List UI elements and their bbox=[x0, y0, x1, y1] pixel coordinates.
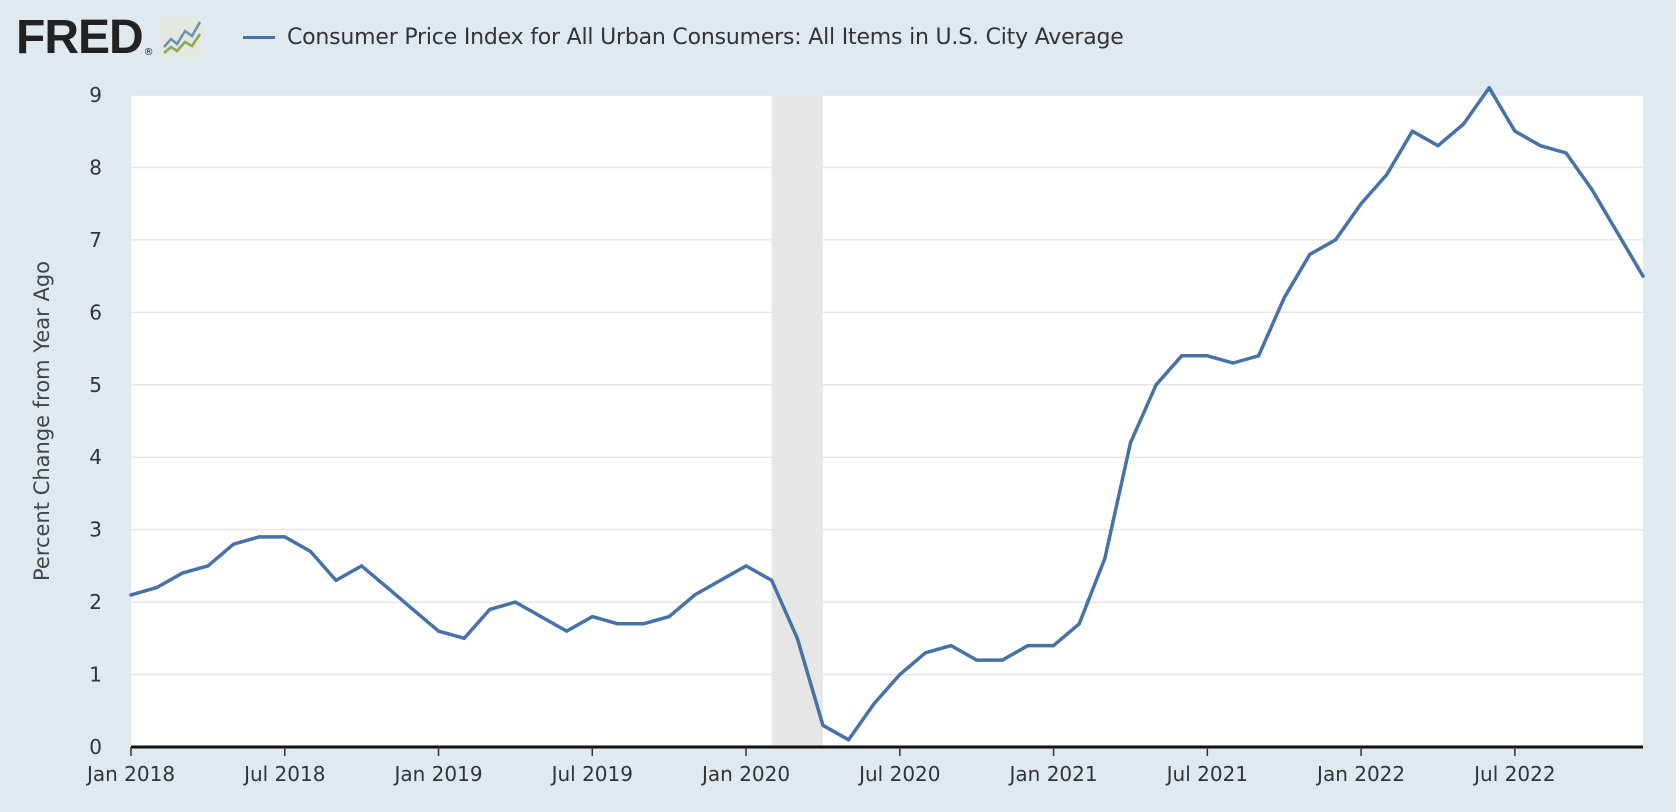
data-point-2018-09 bbox=[334, 578, 338, 582]
data-point-2018-01 bbox=[129, 593, 133, 597]
x-tick-label-5: Jul 2020 bbox=[857, 762, 940, 786]
data-point-2020-03 bbox=[795, 636, 799, 640]
x-tick-label-7: Jul 2021 bbox=[1165, 762, 1248, 786]
data-point-2019-03 bbox=[488, 607, 492, 611]
legend-series-swatch bbox=[243, 35, 275, 39]
data-point-2019-08 bbox=[616, 622, 620, 626]
data-point-2022-02 bbox=[1385, 173, 1389, 177]
fred-chart-logo-icon[interactable] bbox=[159, 17, 204, 59]
data-point-2018-10 bbox=[360, 564, 364, 568]
y-tick-label-8: 8 bbox=[89, 155, 102, 179]
data-point-2022-10 bbox=[1590, 187, 1594, 191]
data-point-2019-04 bbox=[513, 600, 518, 604]
data-point-2022-12 bbox=[1641, 274, 1645, 278]
data-point-2020-12 bbox=[1026, 643, 1030, 648]
data-point-2021-01 bbox=[1051, 643, 1056, 648]
data-point-2022-08 bbox=[1538, 144, 1543, 148]
y-axis-title: Percent Change from Year Ago bbox=[30, 261, 54, 581]
data-point-2019-06 bbox=[565, 629, 569, 633]
x-tick-label-9: Jul 2022 bbox=[1472, 762, 1555, 786]
data-point-2021-04 bbox=[1128, 441, 1133, 445]
data-point-2018-07 bbox=[283, 535, 287, 539]
data-point-2021-06 bbox=[1180, 354, 1184, 358]
fred-header: FRED ® bbox=[16, 12, 204, 64]
data-point-2020-09 bbox=[949, 643, 953, 648]
data-point-2020-11 bbox=[1000, 658, 1004, 662]
data-point-2020-04 bbox=[821, 723, 825, 727]
data-point-2019-10 bbox=[667, 615, 671, 619]
data-point-2018-06 bbox=[257, 535, 261, 539]
data-point-2020-07 bbox=[898, 672, 902, 677]
data-point-2019-05 bbox=[539, 615, 543, 619]
data-point-2020-10 bbox=[975, 658, 979, 662]
y-tick-label-3: 3 bbox=[89, 518, 102, 542]
y-tick-label-6: 6 bbox=[89, 300, 102, 324]
x-tick-label-3: Jul 2019 bbox=[550, 762, 633, 786]
data-point-2018-05 bbox=[231, 542, 236, 546]
data-point-2021-09 bbox=[1256, 354, 1261, 358]
chart-legend: Consumer Price Index for All Urban Consu… bbox=[243, 20, 1124, 54]
data-point-2021-10 bbox=[1282, 296, 1286, 300]
data-point-2021-11 bbox=[1308, 252, 1312, 256]
data-point-2020-02 bbox=[770, 578, 774, 582]
data-point-2020-01 bbox=[744, 564, 748, 568]
y-tick-label-0: 0 bbox=[89, 735, 102, 759]
data-point-2018-02 bbox=[155, 586, 159, 590]
data-point-2019-07 bbox=[590, 615, 594, 619]
data-point-2019-12 bbox=[718, 578, 723, 582]
y-tick-label-5: 5 bbox=[89, 373, 102, 397]
data-point-2019-09 bbox=[641, 622, 646, 626]
recession-band bbox=[771, 95, 823, 747]
x-tick-label-8: Jan 2022 bbox=[1315, 762, 1405, 786]
data-point-2018-11 bbox=[385, 586, 389, 590]
data-point-2021-12 bbox=[1333, 238, 1338, 242]
data-point-2018-04 bbox=[206, 564, 210, 568]
registered-mark: ® bbox=[143, 47, 154, 58]
data-point-2022-07 bbox=[1513, 129, 1517, 133]
data-point-2022-04 bbox=[1436, 144, 1440, 148]
plot-area bbox=[131, 95, 1643, 747]
data-point-2018-08 bbox=[308, 549, 312, 554]
data-point-2018-12 bbox=[411, 607, 415, 611]
x-tick-label-4: Jan 2020 bbox=[700, 762, 790, 786]
data-point-2022-05 bbox=[1462, 122, 1466, 126]
y-tick-label-1: 1 bbox=[89, 663, 102, 687]
data-point-2021-02 bbox=[1077, 622, 1081, 626]
data-point-2021-08 bbox=[1231, 361, 1235, 365]
data-point-2019-02 bbox=[462, 636, 466, 640]
legend-series-label[interactable]: Consumer Price Index for All Urban Consu… bbox=[287, 24, 1124, 50]
data-point-2022-11 bbox=[1615, 231, 1619, 235]
y-tick-label-7: 7 bbox=[89, 228, 102, 252]
series-line-0 bbox=[129, 86, 1645, 742]
data-point-2020-06 bbox=[872, 701, 876, 706]
data-point-2019-01 bbox=[436, 629, 441, 633]
data-point-2022-09 bbox=[1564, 151, 1568, 155]
data-point-2020-05 bbox=[846, 738, 851, 742]
y-tick-label-9: 9 bbox=[89, 83, 102, 107]
data-point-2019-11 bbox=[693, 593, 697, 597]
data-point-2022-06 bbox=[1487, 86, 1491, 90]
y-tick-label-2: 2 bbox=[89, 590, 102, 614]
y-tick-label-4: 4 bbox=[89, 445, 102, 469]
x-tick-label-6: Jan 2021 bbox=[1008, 762, 1098, 786]
data-point-2021-03 bbox=[1103, 557, 1107, 561]
data-point-2018-03 bbox=[180, 571, 184, 575]
data-point-2022-03 bbox=[1410, 129, 1414, 133]
x-tick-label-0: Jan 2018 bbox=[85, 762, 175, 786]
x-tick-label-1: Jul 2018 bbox=[242, 762, 325, 786]
data-point-2021-07 bbox=[1205, 354, 1209, 358]
fred-logo-text[interactable]: FRED bbox=[16, 11, 144, 64]
data-point-2020-08 bbox=[923, 651, 928, 655]
x-tick-label-2: Jan 2019 bbox=[392, 762, 482, 786]
data-point-2021-05 bbox=[1154, 383, 1158, 387]
data-point-2022-01 bbox=[1359, 202, 1363, 206]
